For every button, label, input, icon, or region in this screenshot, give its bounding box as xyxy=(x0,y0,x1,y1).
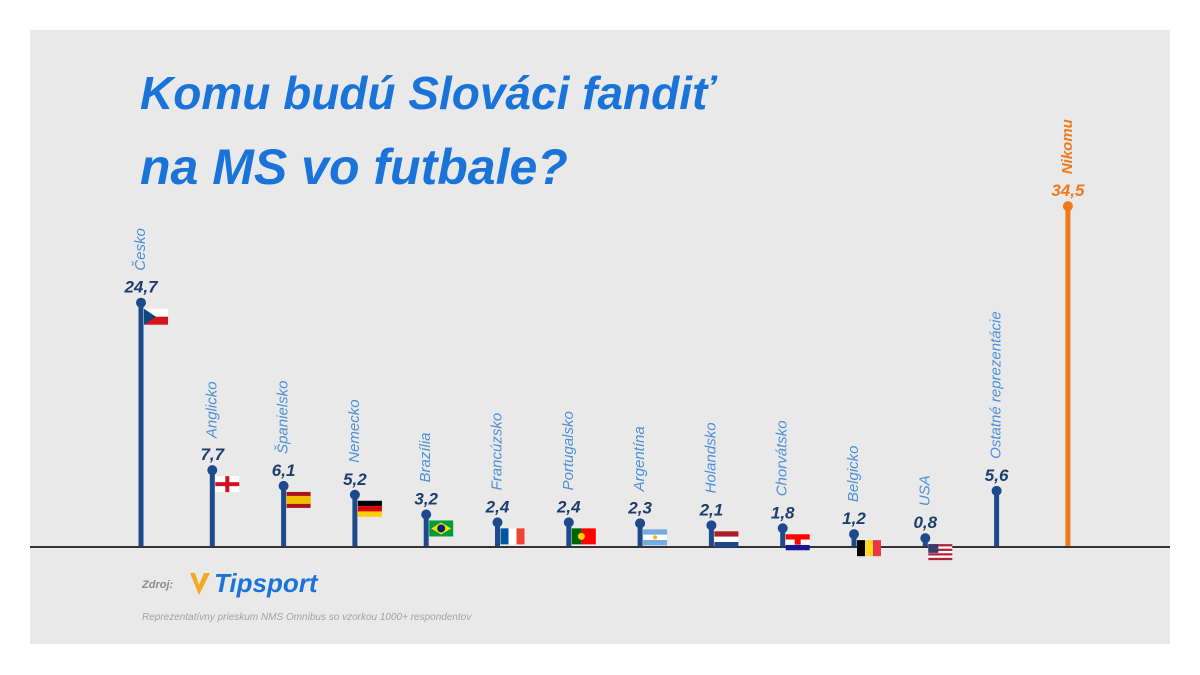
bar-cap-spanielsko xyxy=(278,480,289,491)
category-label-argentina: Argentína xyxy=(631,426,648,492)
category-label-ostatne-reprezentacie: Ostatné reprezentácie xyxy=(988,311,1005,459)
bar-cap-usa xyxy=(920,533,931,544)
survey-footnote: Reprezentatívny prieskum NMS Omnibus so … xyxy=(142,612,472,623)
portugal-flag-icon xyxy=(571,528,596,545)
chart-title-line-1: Komu budú Slováci fandiť xyxy=(140,67,715,119)
brand-name: Tipsport xyxy=(214,568,318,598)
bar-cap-argentina xyxy=(635,518,646,529)
category-label-brazilia: Brazília xyxy=(417,432,434,482)
category-label-anglicko: Anglicko xyxy=(203,381,220,439)
category-label-holandsko: Holandsko xyxy=(702,422,719,493)
value-label-belgicko: 1,2 xyxy=(842,509,866,528)
value-label-holandsko: 2,1 xyxy=(699,500,724,519)
category-label-cesko: Česko xyxy=(132,228,149,271)
value-label-brazilia: 3,2 xyxy=(414,489,438,508)
spain-flag-icon xyxy=(286,491,311,508)
category-label-nemecko: Nemecko xyxy=(346,399,363,462)
bar-cap-portugalsko xyxy=(563,517,574,528)
bar-cap-anglicko xyxy=(207,465,218,476)
value-label-anglicko: 7,7 xyxy=(200,445,225,464)
england-flag-icon xyxy=(215,476,240,493)
france-flag-icon xyxy=(500,528,525,545)
value-label-argentina: 2,3 xyxy=(627,498,652,517)
category-label-usa: USA xyxy=(916,475,933,506)
category-label-nikomu: Nikomu xyxy=(1059,119,1076,174)
value-label-chorvatsko: 1,8 xyxy=(771,503,795,522)
category-label-spanielsko: Španielsko xyxy=(275,381,292,454)
belgium-flag-icon xyxy=(857,540,881,557)
value-label-portugalsko: 2,4 xyxy=(556,497,581,516)
category-label-chorvatsko: Chorvátsko xyxy=(774,420,791,496)
category-label-belgicko: Belgicko xyxy=(845,445,862,502)
value-label-francuzsko: 2,4 xyxy=(485,497,510,516)
usa-flag-icon xyxy=(928,544,953,561)
value-label-usa: 0,8 xyxy=(913,513,937,532)
czech-flag-icon xyxy=(144,308,168,325)
bar-cap-brazilia xyxy=(421,509,432,520)
category-label-portugalsko: Portugalsko xyxy=(560,411,577,490)
bar-cap-nemecko xyxy=(349,489,360,500)
bar-cap-chorvatsko xyxy=(777,523,788,534)
brazil-flag-icon xyxy=(429,520,454,537)
value-label-cesko: 24,7 xyxy=(123,278,159,297)
bar-cap-belgicko xyxy=(849,529,859,540)
chart-title-line-2: na MS vo futbale? xyxy=(140,139,568,195)
bar-cap-cesko xyxy=(136,297,146,308)
netherlands-flag-icon xyxy=(714,531,739,548)
croatia-flag-icon xyxy=(785,534,810,551)
value-label-ostatne-reprezentacie: 5,6 xyxy=(985,466,1009,485)
brand-logo: Tipsport xyxy=(188,568,318,599)
germany-flag-icon xyxy=(357,500,382,517)
bar-cap-ostatne-reprezentacie xyxy=(991,485,1002,496)
tipsport-logo-icon xyxy=(190,572,210,595)
argentina-flag-icon xyxy=(643,529,668,546)
bar-cap-francuzsko xyxy=(492,517,503,528)
bar-cap-nikomu xyxy=(1062,201,1073,212)
chart-panel xyxy=(30,30,1170,644)
category-label-francuzsko: Francúzsko xyxy=(489,413,506,491)
value-label-nemecko: 5,2 xyxy=(343,470,367,489)
source-label: Zdroj: xyxy=(142,579,174,591)
bar-cap-holandsko xyxy=(706,520,717,531)
value-label-nikomu: 34,5 xyxy=(1051,181,1085,200)
value-label-spanielsko: 6,1 xyxy=(272,461,296,480)
